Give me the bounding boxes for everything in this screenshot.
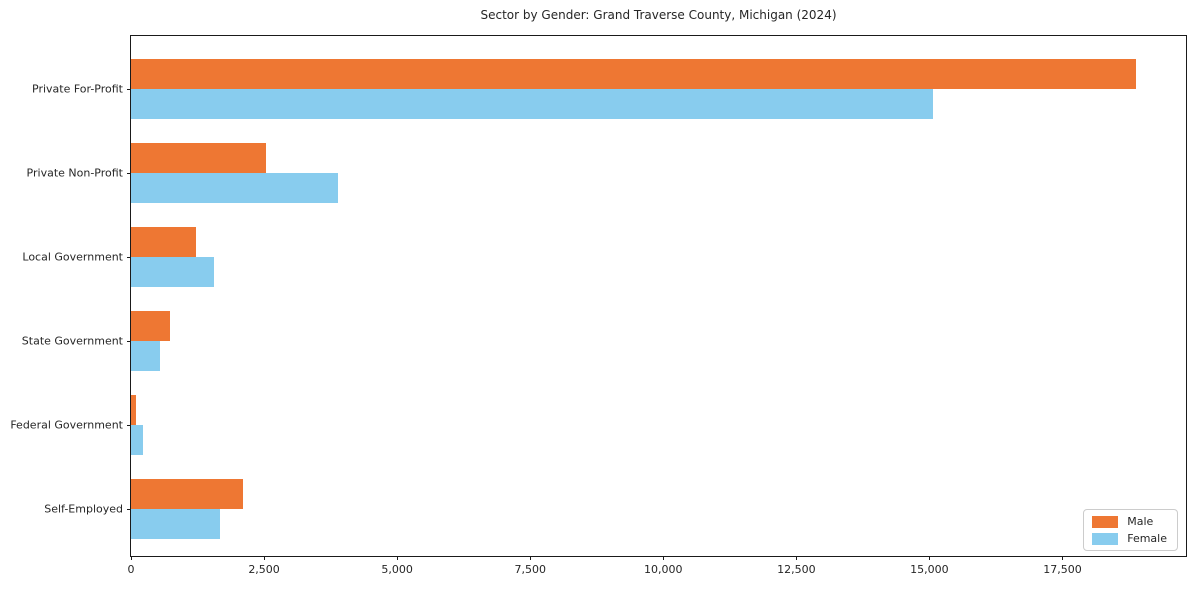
bar-male-private-non-profit (131, 143, 267, 173)
x-tick-mark-17500 (1062, 556, 1063, 560)
x-tick-mark-0 (130, 556, 132, 560)
legend-entry-female: Female (1092, 532, 1167, 545)
x-tick-label-5000: 5,000 (381, 563, 413, 576)
y-tick-label-private-non-profit: Private Non-Profit (26, 166, 123, 180)
bar-female-state-government (131, 341, 160, 371)
x-tick-label-15000: 15,000 (910, 563, 949, 576)
legend-label-male: Male (1127, 515, 1154, 528)
bar-female-private-for-profit (131, 89, 933, 119)
bar-female-federal-government (131, 425, 144, 455)
legend: Male Female (1083, 509, 1178, 551)
bar-male-federal-government (131, 395, 137, 425)
x-tick-mark-7500 (529, 556, 531, 560)
x-tick-mark-15000 (928, 556, 930, 560)
y-tick-mark-federal-government (127, 424, 131, 426)
x-tick-label-17500: 17,500 (1043, 563, 1082, 576)
x-tick-mark-12500 (795, 556, 797, 560)
y-tick-label-self-employed: Self-Employed (44, 502, 123, 516)
x-tick-label-10000: 10,000 (644, 563, 683, 576)
bar-male-self-employed (131, 479, 244, 509)
x-tick-mark-2500 (263, 556, 265, 560)
x-tick-label-7500: 7,500 (514, 563, 546, 576)
y-tick-mark-state-government (127, 340, 131, 342)
y-tick-label-state-government: State Government (21, 334, 123, 348)
bar-male-state-government (131, 311, 170, 341)
x-tick-mark-10000 (662, 556, 664, 560)
bar-female-private-non-profit (131, 173, 338, 203)
legend-entry-male: Male (1092, 515, 1167, 528)
chart-title: Sector by Gender: Grand Traverse County,… (480, 8, 837, 22)
y-tick-label-federal-government: Federal Government (10, 418, 123, 432)
y-tick-mark-self-employed (127, 508, 131, 510)
y-tick-label-private-for-profit: Private For-Profit (32, 82, 123, 96)
bar-female-local-government (131, 257, 214, 287)
x-tick-label-2500: 2,500 (248, 563, 280, 576)
plot-area: Private For-Profit Private Non-Profit Loca… (10, 35, 1187, 576)
y-tick-mark-private-non-profit (127, 172, 131, 174)
bar-female-self-employed (131, 509, 220, 539)
x-tick-mark-5000 (396, 556, 398, 560)
legend-label-female: Female (1127, 532, 1167, 545)
x-tick-label-0: 0 (127, 563, 135, 576)
legend-swatch-male-icon (1092, 515, 1119, 528)
y-tick-mark-local-government (127, 256, 131, 258)
bar-male-local-government (131, 227, 196, 257)
y-tick-label-local-government: Local Government (22, 250, 123, 264)
bar-male-private-for-profit (131, 59, 1136, 89)
y-tick-mark-private-for-profit (127, 88, 131, 90)
legend-swatch-female-icon (1092, 532, 1119, 545)
x-tick-label-12500: 12,500 (777, 563, 816, 576)
